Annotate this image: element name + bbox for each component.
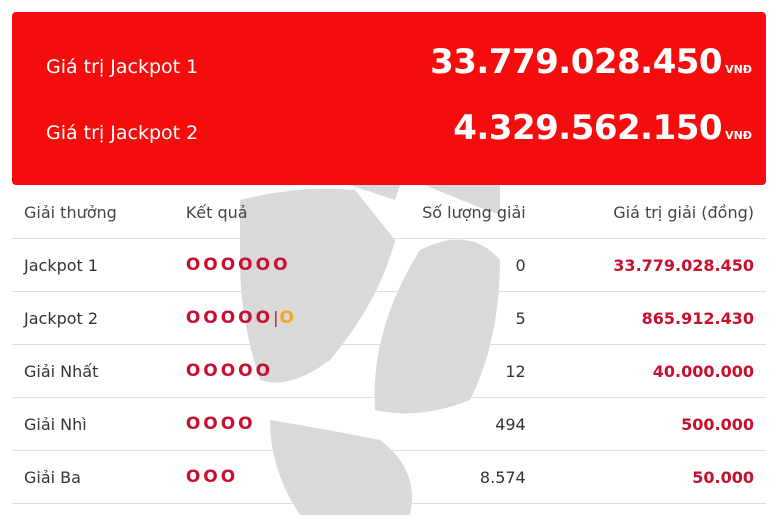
prize-value: 40.000.000 [537,344,766,398]
jackpot-2-row: Giá trị Jackpot 2 4.329.562.150 VNĐ [46,108,752,148]
header-value: Giá trị giải (đồng) [537,186,766,239]
prize-value: 500.000 [537,397,766,451]
result-balls: OOOOO [185,308,274,328]
jackpot-1-unit: VNĐ [725,63,752,76]
prize-name: Jackpot 1 [12,238,174,292]
result-balls: OOOOO [185,361,274,381]
prize-count: 0 [360,238,538,292]
table-row: Giải Nhất OOOOO 12 40.000.000 [12,344,766,398]
prize-value: 865.912.430 [537,291,766,345]
prize-count: 12 [360,344,538,398]
prize-count: 5 [360,291,538,345]
table-row: Jackpot 2 OOOOO|O 5 865.912.430 [12,291,766,345]
header-result: Kết quả [173,186,361,239]
table-row: Jackpot 1 OOOOOO 0 33.779.028.450 [12,238,766,292]
prize-name: Jackpot 2 [12,291,174,345]
header-count: Số lượng giải [360,186,538,239]
bonus-ball: O [279,308,297,328]
prize-count: 8.574 [360,450,538,504]
prize-value: 50.000 [537,450,766,504]
result-balls: OOOO [185,414,256,434]
jackpot-2-label: Giá trị Jackpot 2 [46,122,199,144]
table-row: Giải Ba OOO 8.574 50.000 [12,450,766,504]
jackpot-1-label: Giá trị Jackpot 1 [46,56,199,78]
result-balls: OOO [185,467,239,487]
jackpot-banner: Giá trị Jackpot 1 33.779.028.450 VNĐ Giá … [12,12,766,185]
jackpot-2-unit: VNĐ [725,129,752,142]
table-row: Giải Nhì OOOO 494 500.000 [12,397,766,451]
prize-name: Giải Ba [12,450,174,504]
bonus-separator: | [273,308,280,327]
header-prize: Giải thưởng [12,186,174,239]
jackpot-1-row: Giá trị Jackpot 1 33.779.028.450 VNĐ [46,42,752,82]
prize-name: Giải Nhất [12,344,174,398]
result-balls: OOOOOO [185,255,291,275]
jackpot-1-value: 33.779.028.450 [430,42,723,82]
jackpot-2-value: 4.329.562.150 [453,108,723,148]
prize-count: 494 [360,397,538,451]
table-header: Giải thưởng Kết quả Số lượng giải Giá tr… [12,186,766,239]
prize-value: 33.779.028.450 [537,238,766,292]
prize-name: Giải Nhì [12,397,174,451]
prize-table: Giải thưởng Kết quả Số lượng giải Giá tr… [12,186,766,504]
